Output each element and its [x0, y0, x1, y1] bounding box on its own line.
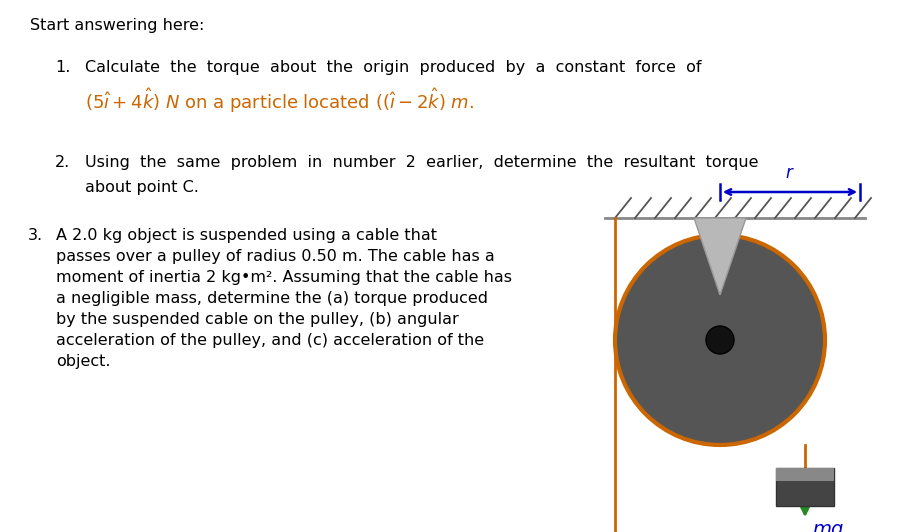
Text: 2.: 2.: [55, 155, 70, 170]
Text: acceleration of the pulley, and (c) acceleration of the: acceleration of the pulley, and (c) acce…: [56, 333, 484, 348]
Text: moment of inertia 2 kg•m². Assuming that the cable has: moment of inertia 2 kg•m². Assuming that…: [56, 270, 512, 285]
Text: a negligible mass, determine the (a) torque produced: a negligible mass, determine the (a) tor…: [56, 291, 488, 306]
Text: passes over a pulley of radius 0.50 m. The cable has a: passes over a pulley of radius 0.50 m. T…: [56, 249, 495, 264]
Circle shape: [706, 326, 734, 354]
Text: by the suspended cable on the pulley, (b) angular: by the suspended cable on the pulley, (b…: [56, 312, 459, 327]
Text: $r$: $r$: [785, 164, 795, 182]
Text: 1.: 1.: [55, 60, 70, 75]
Bar: [776, 468, 834, 506]
Text: object.: object.: [56, 354, 111, 369]
Text: Using  the  same  problem  in  number  2  earlier,  determine  the  resultant  t: Using the same problem in number 2 earli…: [85, 155, 759, 170]
Text: Start answering here:: Start answering here:: [30, 18, 204, 33]
Text: $mg$: $mg$: [812, 522, 844, 532]
Text: Calculate  the  torque  about  the  origin  produced  by  a  constant  force  of: Calculate the torque about the origin pr…: [85, 60, 701, 75]
Polygon shape: [694, 218, 746, 295]
Text: $(5\hat{\imath} + 4\hat{k})$ $N$ on a particle located $((\hat{\imath} - 2\hat{k: $(5\hat{\imath} + 4\hat{k})$ $N$ on a pa…: [85, 86, 474, 115]
Text: A 2.0 kg object is suspended using a cable that: A 2.0 kg object is suspended using a cab…: [56, 228, 437, 243]
Text: about point C.: about point C.: [85, 180, 199, 195]
Text: 3.: 3.: [28, 228, 43, 243]
Circle shape: [615, 235, 825, 445]
Bar: [776, 468, 834, 481]
